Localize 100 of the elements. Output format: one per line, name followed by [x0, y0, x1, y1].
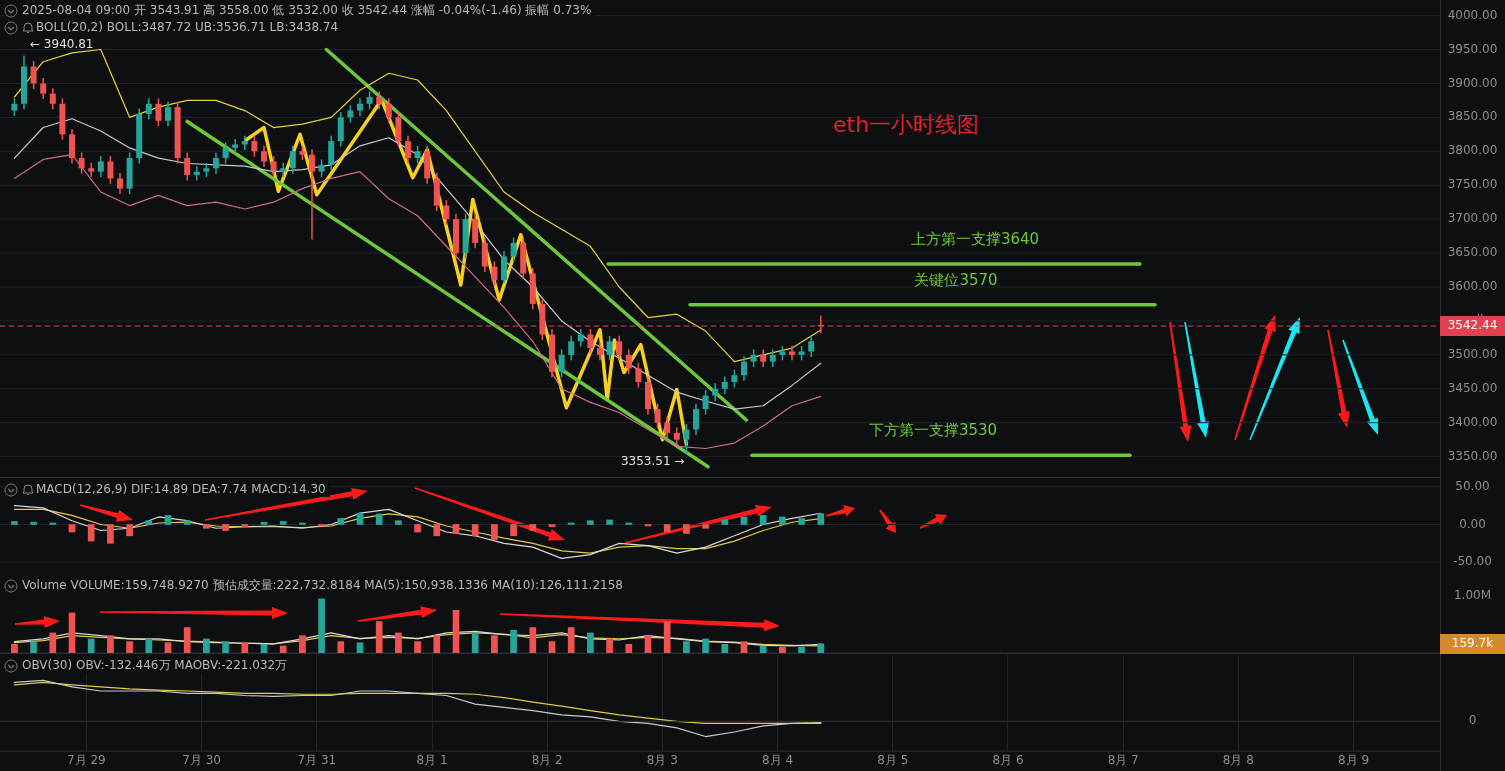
- candlestick: [472, 212, 479, 250]
- y-tick-label: 3900.00: [1447, 75, 1498, 90]
- bar: [683, 641, 690, 653]
- y-tick-label: -50.00: [1453, 554, 1492, 569]
- candlestick: [107, 155, 114, 185]
- candlestick: [481, 236, 488, 273]
- bar: [164, 642, 172, 653]
- candlestick: [30, 60, 37, 90]
- candlestick: [184, 151, 191, 182]
- candlestick: [117, 172, 123, 195]
- candlestick: [808, 335, 815, 358]
- bar: [644, 635, 652, 653]
- candlestick: [510, 236, 517, 263]
- bar: [721, 519, 729, 525]
- text: eth一小时线图: [833, 111, 980, 139]
- candlestick: [616, 335, 623, 362]
- candlestick: [49, 87, 56, 110]
- candlestick: [693, 402, 699, 436]
- bar: [702, 524, 709, 529]
- bar: [587, 632, 594, 653]
- text: 1.00M: [1453, 588, 1492, 603]
- ref-line-label: 上方第一支撑3640: [910, 229, 1040, 248]
- candlestick: [165, 101, 171, 127]
- bar: [817, 643, 825, 653]
- bar: [452, 524, 460, 534]
- bar: [471, 632, 479, 653]
- x-tick-label: 7月 31: [297, 752, 337, 767]
- bar: [260, 644, 268, 653]
- bar: [145, 638, 153, 653]
- bar: [260, 521, 268, 525]
- bar: [49, 632, 57, 653]
- bar: [203, 638, 210, 653]
- bar: [337, 641, 345, 653]
- bar: [318, 524, 325, 527]
- candlestick: [568, 335, 575, 362]
- ref-line-label: 3542.44: [1447, 318, 1498, 333]
- bar: [625, 522, 633, 525]
- bar: [241, 524, 249, 528]
- bar: [145, 520, 153, 525]
- bar: [395, 520, 402, 525]
- candlestick: [741, 355, 747, 382]
- candlestick: [385, 97, 392, 124]
- x-tick-label: 8月 6: [992, 752, 1024, 767]
- candlestick: [78, 151, 85, 175]
- bar: [567, 627, 575, 653]
- candlestick: [97, 155, 104, 178]
- bar: [299, 522, 306, 525]
- bar: [318, 598, 325, 653]
- bar: [663, 621, 671, 653]
- bar: [11, 644, 18, 653]
- bar: [164, 515, 172, 525]
- bar: [759, 645, 767, 653]
- bar: [433, 524, 441, 537]
- candlestick: [664, 416, 671, 440]
- bar: [87, 638, 95, 653]
- candlestick: [222, 141, 229, 165]
- bar: [107, 635, 114, 653]
- x-tick-label: 8月 7: [1107, 752, 1139, 767]
- y-tick-label: 4000.00: [1447, 7, 1498, 22]
- x-tick-label: 8月 3: [646, 752, 678, 767]
- bar: [798, 646, 805, 653]
- y-tick-label: 50.00: [1455, 478, 1490, 493]
- candlestick: [405, 134, 411, 165]
- bar: [606, 638, 613, 653]
- bar: [663, 524, 671, 533]
- y-tick-label: 3950.00: [1447, 41, 1498, 56]
- ref-line-label: 0: [1468, 713, 1477, 728]
- candlestick: [280, 162, 287, 178]
- x-tick-label: 8月 2: [531, 752, 563, 767]
- candlestick: [309, 148, 315, 241]
- bar: [779, 646, 786, 653]
- candlestick: [817, 314, 824, 334]
- bar: [606, 519, 613, 525]
- bar: [337, 518, 345, 525]
- bar: [356, 512, 364, 525]
- y-tick-label: 3500.00: [1447, 346, 1498, 361]
- bar: [471, 524, 479, 537]
- y-tick-label: 3450.00: [1447, 380, 1498, 395]
- bar: [779, 516, 786, 525]
- bar: [625, 644, 633, 653]
- bar: [395, 632, 402, 653]
- x-tick-label: 7月 30: [182, 752, 221, 767]
- x-tick-label: 8月 8: [1222, 752, 1254, 767]
- candlestick: [443, 199, 450, 226]
- bar: [452, 609, 460, 653]
- bar: [375, 621, 383, 653]
- candlestick: [683, 423, 690, 456]
- y-tick-label: 3850.00: [1447, 109, 1498, 124]
- y-tick-label: 0.00: [1459, 516, 1486, 531]
- bar: [529, 627, 537, 653]
- bar: [567, 522, 575, 525]
- bar: [548, 641, 556, 653]
- bar: [30, 641, 37, 653]
- y-tick-label: 3400.00: [1447, 414, 1498, 429]
- candlestick: [702, 389, 709, 416]
- bar: [491, 635, 498, 653]
- bar: [222, 641, 229, 653]
- y-tick-label: 3350.00: [1447, 448, 1498, 463]
- bar: [721, 644, 729, 653]
- candlestick: [40, 77, 47, 100]
